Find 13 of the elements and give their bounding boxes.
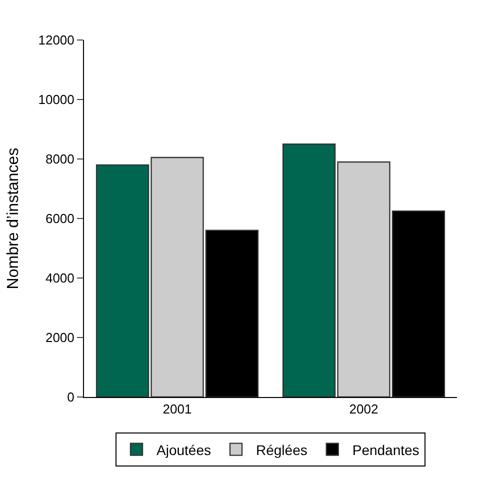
legend-label: Ajoutées — [156, 442, 211, 458]
legend-label: Pendantes — [352, 442, 420, 458]
y-tick-label: 2000 — [45, 330, 74, 346]
legend-label: Réglées — [256, 442, 308, 458]
y-tick-label: 6000 — [45, 211, 74, 226]
y-tick-label: 10000 — [38, 92, 74, 108]
y-tick-label: 4000 — [45, 270, 74, 286]
y-axis-title: Nombre d’instances — [5, 148, 22, 290]
y-tick-label: 0 — [67, 390, 74, 405]
x-tick-label: 2001 — [162, 402, 192, 417]
y-tick-label: 12000 — [38, 32, 74, 48]
x-tick-label: 2002 — [349, 402, 378, 417]
y-tick-label: 8000 — [45, 152, 74, 167]
